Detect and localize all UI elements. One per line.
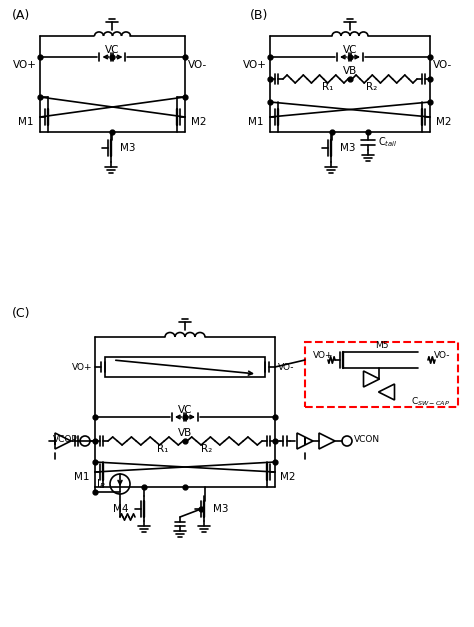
Text: VO-: VO- xyxy=(434,350,450,359)
Text: VO+: VO+ xyxy=(243,60,267,70)
Text: M1: M1 xyxy=(18,117,34,127)
Text: VB: VB xyxy=(178,428,192,438)
Text: VC: VC xyxy=(178,405,192,415)
Text: VO+: VO+ xyxy=(13,60,37,70)
Text: M4: M4 xyxy=(113,504,129,514)
Text: R₂: R₂ xyxy=(201,444,213,454)
Text: M3: M3 xyxy=(340,143,356,153)
Text: VCOP: VCOP xyxy=(53,436,78,445)
Text: VC: VC xyxy=(105,45,120,55)
Text: VB: VB xyxy=(343,66,357,76)
Text: R₂: R₂ xyxy=(366,82,378,92)
Text: VO-: VO- xyxy=(433,60,452,70)
Text: VC: VC xyxy=(343,45,357,55)
Text: I$_B$: I$_B$ xyxy=(96,477,106,491)
Text: M5: M5 xyxy=(375,340,388,349)
Text: VO-: VO- xyxy=(278,362,294,372)
Text: C$_{SW-CAP}$: C$_{SW-CAP}$ xyxy=(411,396,450,408)
Text: M3: M3 xyxy=(213,504,228,514)
Text: (B): (B) xyxy=(250,9,268,22)
Text: M2: M2 xyxy=(436,117,452,127)
Text: (C): (C) xyxy=(12,307,30,320)
Text: M2: M2 xyxy=(191,117,207,127)
Text: (A): (A) xyxy=(12,9,30,22)
Text: M1: M1 xyxy=(248,117,264,127)
Text: C$_{tail}$: C$_{tail}$ xyxy=(378,135,398,149)
Text: M2: M2 xyxy=(280,472,295,482)
Text: VO+: VO+ xyxy=(72,362,92,372)
Text: R₁: R₁ xyxy=(157,444,169,454)
Text: VO-: VO- xyxy=(188,60,207,70)
Text: VCON: VCON xyxy=(354,436,380,445)
Bar xyxy=(305,342,458,407)
Text: M1: M1 xyxy=(74,472,90,482)
Text: M3: M3 xyxy=(120,143,136,153)
Bar xyxy=(105,357,265,377)
Text: R₁: R₁ xyxy=(322,82,334,92)
Text: VO+: VO+ xyxy=(313,350,334,359)
